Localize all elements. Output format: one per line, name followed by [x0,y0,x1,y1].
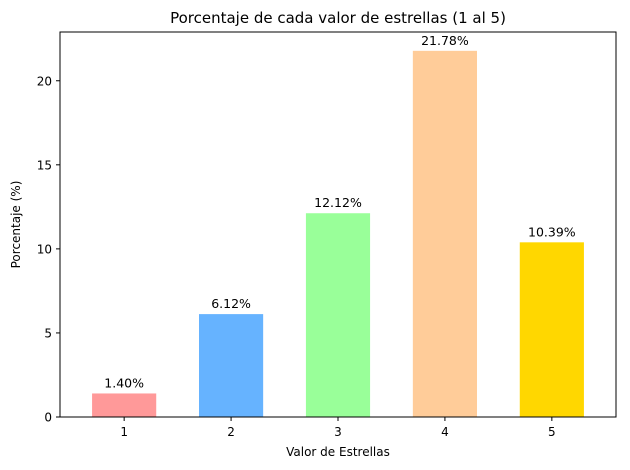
bar-4 [412,50,477,418]
x-tick-label-3: 3 [334,425,342,439]
bar-1 [92,393,157,417]
y-axis-ticks: 0 5 10 15 20 [37,74,60,425]
chart-title: Porcentaje de cada valor de estrellas (1… [170,9,506,27]
data-label-2: 6.12% [211,296,251,311]
y-axis-label: Porcentaje (%) [9,181,23,269]
x-tick-label-5: 5 [548,425,556,439]
bar-3 [305,213,371,417]
x-axis-label: Valor de Estrellas [286,445,390,459]
x-tick-label-1: 1 [120,425,128,439]
y-tick-label-5: 5 [44,326,52,340]
bar-2 [199,314,264,417]
data-label-5: 10.39% [528,224,576,239]
bar-5 [519,242,584,417]
y-tick-label-0: 0 [44,411,52,425]
x-tick-label-4: 4 [441,425,449,439]
data-label-3: 12.12% [314,195,362,210]
data-labels-group: 1.40% 6.12% 12.12% 21.78% 10.39% [104,33,576,391]
data-label-4: 21.78% [421,33,469,48]
y-tick-label-10: 10 [37,242,52,256]
data-label-1: 1.40% [104,375,144,390]
bars-group [92,50,584,418]
x-tick-label-2: 2 [227,425,235,439]
x-axis-ticks: 1 2 3 4 5 [120,417,556,439]
y-tick-label-20: 20 [37,74,52,88]
y-tick-label-15: 15 [37,158,52,172]
plot-frame [59,31,617,418]
